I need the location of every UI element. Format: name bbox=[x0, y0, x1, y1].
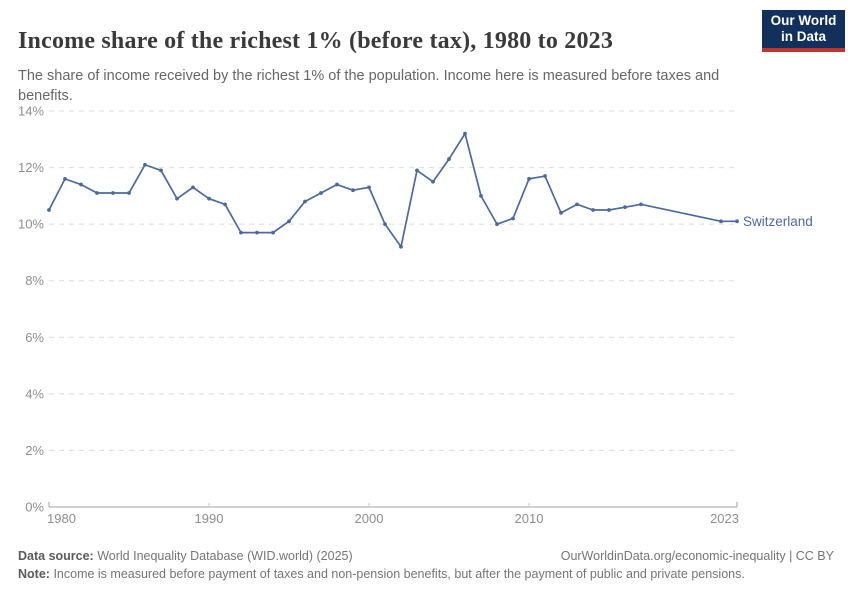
data-point bbox=[303, 199, 307, 204]
y-axis-tick-label: 0% bbox=[25, 500, 44, 515]
data-point bbox=[495, 222, 499, 227]
series-end-label: Switzerland bbox=[743, 214, 813, 229]
data-point bbox=[575, 202, 579, 207]
y-axis-tick-label: 14% bbox=[18, 104, 44, 119]
y-axis-tick-label: 8% bbox=[25, 273, 44, 288]
data-source-value: World Inequality Database (WID.world) (2… bbox=[97, 549, 353, 563]
data-point bbox=[591, 208, 595, 212]
data-point bbox=[383, 222, 387, 227]
data-point bbox=[127, 191, 131, 195]
data-point bbox=[255, 230, 259, 235]
data-point bbox=[623, 205, 627, 210]
y-axis-tick-label: 2% bbox=[25, 443, 44, 458]
data-point bbox=[143, 162, 147, 167]
owid-logo-line1: Our World bbox=[770, 12, 837, 28]
data-point bbox=[335, 182, 339, 187]
x-axis-tick-label: 1980 bbox=[47, 511, 76, 526]
data-point bbox=[159, 168, 163, 173]
chart-title: Income share of the richest 1% (before t… bbox=[18, 28, 614, 55]
x-axis-tick-label: 2023 bbox=[710, 511, 739, 526]
data-point bbox=[367, 185, 371, 190]
data-point bbox=[175, 196, 179, 201]
data-source-label: Data source: bbox=[18, 549, 94, 563]
data-point bbox=[47, 208, 51, 212]
data-point bbox=[415, 168, 419, 173]
note-value: Income is measured before payment of tax… bbox=[53, 567, 745, 582]
data-point bbox=[287, 219, 291, 224]
data-point bbox=[527, 176, 531, 181]
x-axis-tick-label: 2000 bbox=[355, 511, 384, 526]
x-axis-tick-label: 1990 bbox=[195, 511, 224, 526]
owid-logo-line2: in Data bbox=[780, 29, 826, 44]
data-point bbox=[239, 230, 243, 235]
data-point bbox=[191, 185, 195, 190]
data-point bbox=[111, 191, 115, 195]
y-axis-tick-label: 10% bbox=[18, 217, 44, 232]
data-point bbox=[543, 174, 547, 178]
owid-citation-link[interactable]: OurWorldinData.org/economic-inequality |… bbox=[560, 549, 834, 563]
data-point bbox=[735, 219, 739, 224]
y-axis-tick-label: 6% bbox=[25, 330, 44, 345]
chart-footer: Data source: World Inequality Database (… bbox=[18, 547, 834, 583]
series-line bbox=[48, 132, 738, 248]
data-point bbox=[319, 191, 323, 195]
data-point bbox=[207, 196, 211, 201]
data-point bbox=[223, 202, 227, 207]
data-point bbox=[431, 179, 435, 184]
data-point bbox=[607, 208, 611, 212]
data-point bbox=[79, 182, 83, 187]
x-axis-tick-label: 2010 bbox=[515, 511, 544, 526]
chart-subtitle: The share of income received by the rich… bbox=[18, 67, 720, 105]
data-point bbox=[351, 188, 355, 193]
data-point bbox=[63, 176, 67, 181]
data-point bbox=[719, 219, 723, 224]
data-point bbox=[559, 210, 563, 215]
data-source-text: Data source: World Inequality Database (… bbox=[18, 547, 353, 565]
data-point bbox=[95, 191, 99, 195]
note-label: Note: bbox=[18, 567, 50, 582]
data-point bbox=[447, 157, 451, 161]
data-point bbox=[271, 230, 275, 235]
data-point bbox=[511, 216, 515, 221]
data-point bbox=[479, 193, 483, 198]
chart-canvas[interactable]: 0% 2% 4% 6% 8% 10% 12% 14% 1980 1990 2000 2010 2023 S… bbox=[0, 95, 850, 540]
data-point bbox=[399, 244, 403, 249]
footer-note-row: Note: Income is measured before payment … bbox=[18, 565, 834, 583]
footer-source-row: Data source: World Inequality Database (… bbox=[18, 547, 834, 565]
y-axis-tick-label: 4% bbox=[25, 386, 44, 401]
data-point bbox=[639, 202, 643, 207]
y-axis-tick-label: 12% bbox=[18, 160, 44, 175]
owid-logo[interactable]: Our World in Data bbox=[762, 10, 845, 52]
data-point bbox=[463, 131, 467, 136]
